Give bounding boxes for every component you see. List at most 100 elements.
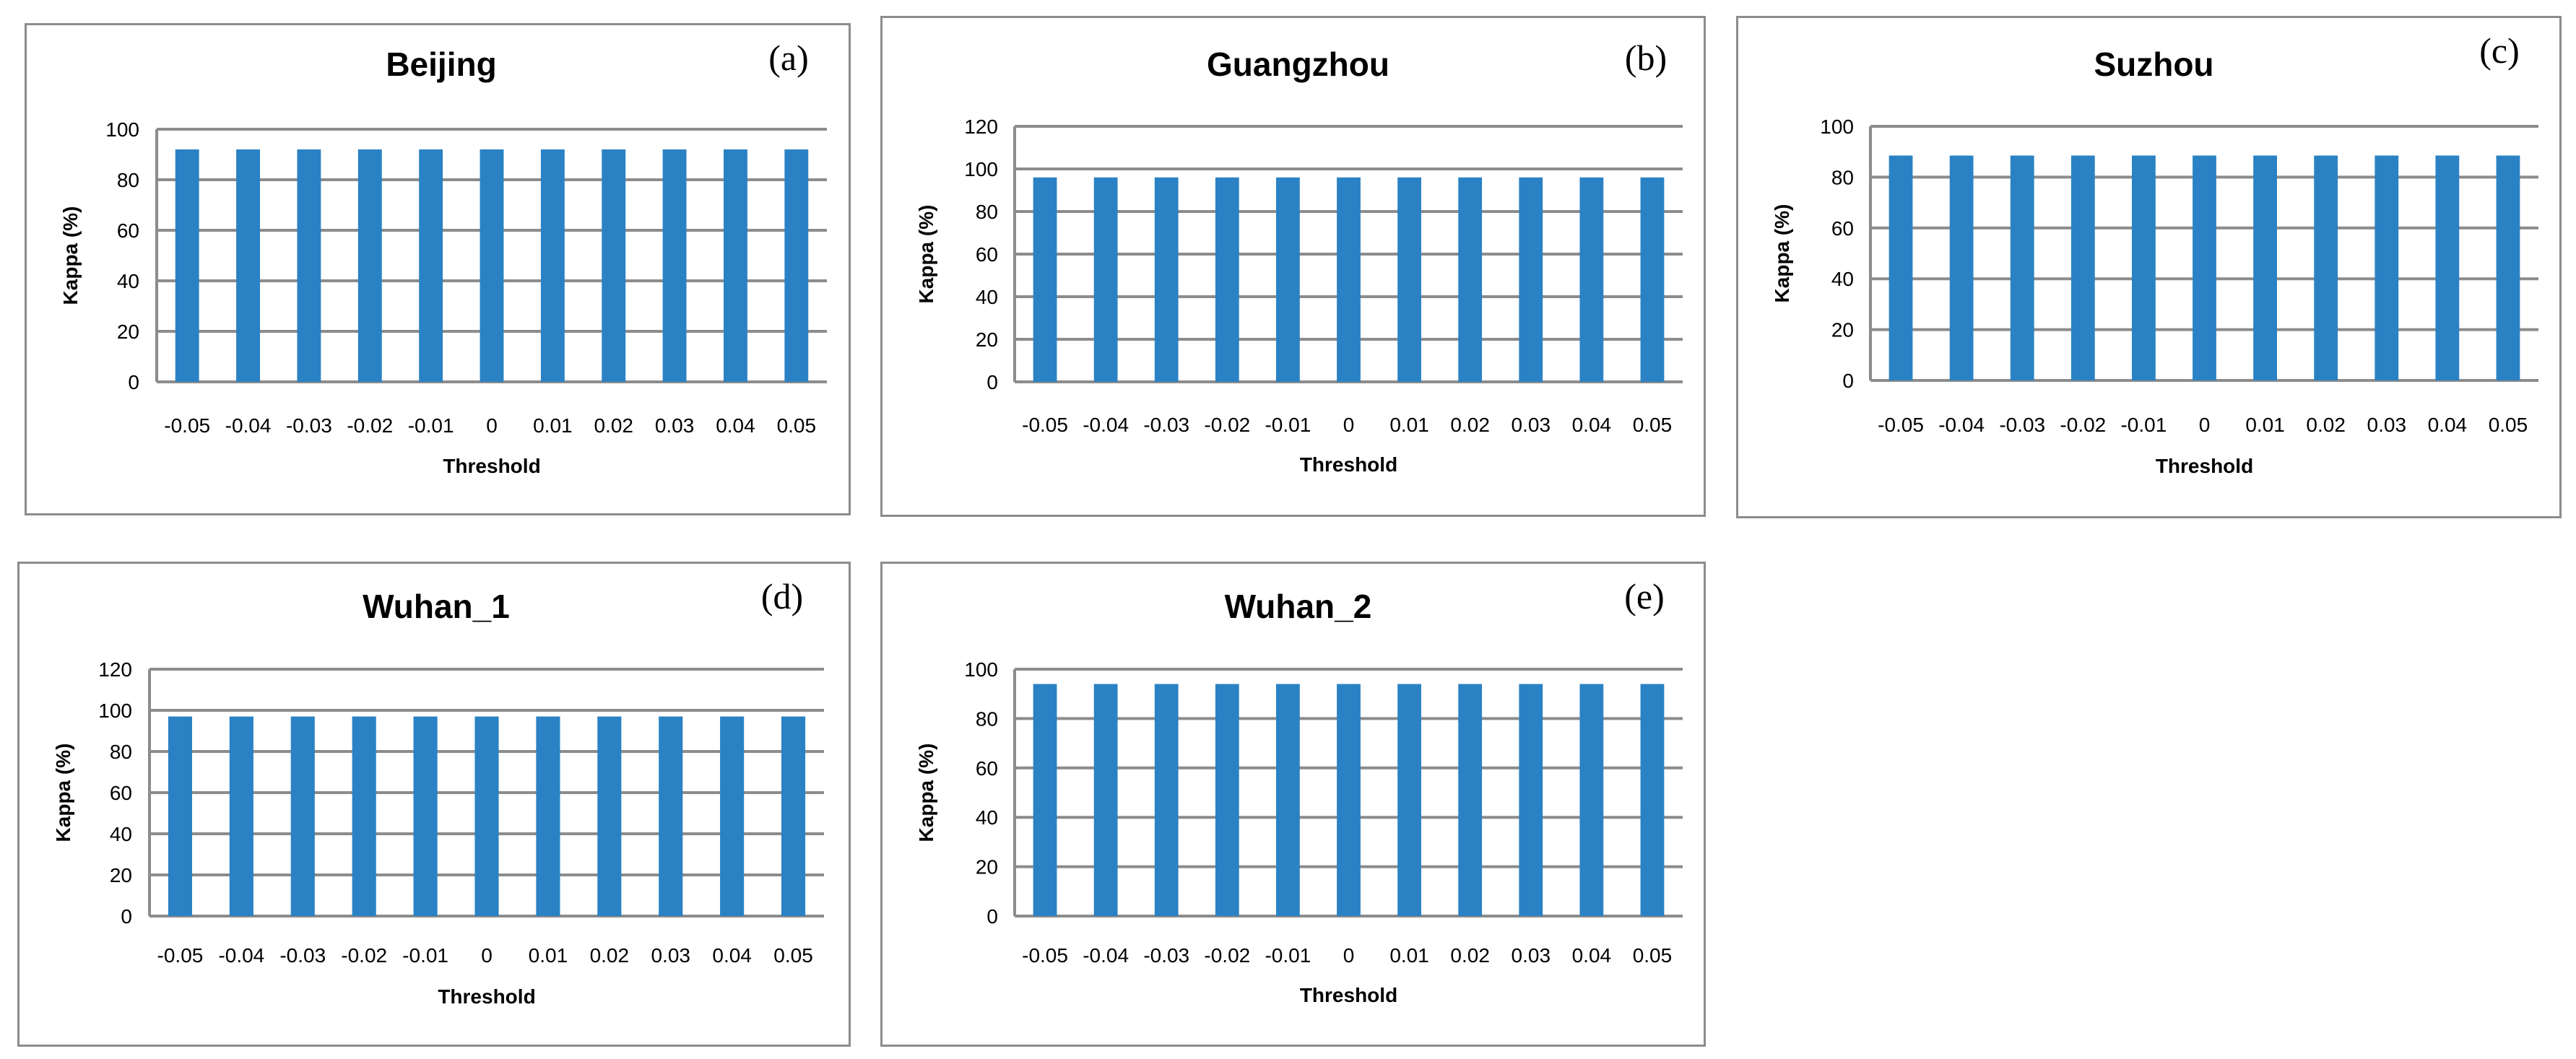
y-tick-label: 40 — [117, 270, 139, 292]
x-tick-label: -0.01 — [1265, 414, 1311, 436]
bar — [419, 149, 443, 382]
bar — [1337, 177, 1361, 383]
x-tick-label: -0.03 — [1143, 414, 1189, 436]
y-tick-label: 80 — [110, 741, 132, 763]
bar — [352, 716, 376, 916]
bar — [1640, 684, 1665, 916]
x-tick-label: -0.01 — [1265, 944, 1311, 967]
x-tick-label: -0.05 — [157, 944, 204, 967]
chart-panel-wuhan-1: Wuhan_1 (d) 0 20 40 60 80 100 120 -0.05 -0.04 -0.03… — [17, 562, 851, 1047]
x-tick-label: -0.04 — [1083, 944, 1129, 967]
bar — [229, 716, 253, 916]
bar — [602, 149, 626, 382]
x-tick-label: 0 — [2199, 414, 2211, 436]
x-tick-label: 0.05 — [773, 944, 813, 967]
chart-panel-suzhou: Suzhou (c) 0 20 40 60 80 100 -0.05 -0.04 -0.03 -0.0… — [1736, 16, 2562, 518]
bar — [1215, 684, 1239, 916]
x-tick-label: -0.01 — [2120, 414, 2167, 436]
x-tick-label: 0.05 — [1633, 414, 1673, 436]
x-tick-label: 0.04 — [2428, 414, 2468, 436]
x-axis-label: Threshold — [1300, 453, 1397, 476]
bar — [1033, 177, 1057, 383]
x-tick-label: 0 — [486, 414, 498, 437]
y-tick-label: 20 — [110, 864, 132, 886]
y-tick-label: 60 — [110, 782, 132, 804]
x-tick-label: 0.04 — [716, 414, 755, 437]
chart-panel-guangzhou: Guangzhou (b) 0 20 40 60 80 100 120 -0.05 -0.04 -0.… — [880, 16, 1706, 517]
y-tick-label: 0 — [1842, 370, 1854, 392]
x-tick-label: -0.01 — [402, 944, 448, 967]
bar — [1640, 177, 1665, 383]
bar — [720, 716, 745, 916]
panel-label: (a) — [768, 38, 809, 78]
chart-svg-guangzhou: Guangzhou (b) 0 20 40 60 80 100 120 -0.05 -0.04 -0.… — [915, 38, 1683, 476]
x-tick-label: -0.04 — [218, 944, 264, 967]
chart-title: Suzhou — [2094, 45, 2213, 83]
y-tick-label: 0 — [986, 905, 998, 928]
bar — [1337, 684, 1361, 916]
x-tick-label: 0.03 — [651, 944, 690, 967]
y-tick-label: 80 — [976, 707, 998, 730]
x-tick-label: -0.03 — [1999, 414, 2045, 436]
bar — [1579, 177, 1604, 383]
bar — [2132, 155, 2156, 381]
y-tick-label: 100 — [105, 118, 139, 141]
x-tick-label: 0.01 — [1389, 944, 1429, 967]
y-tick-label: 100 — [964, 658, 998, 681]
x-axis-label: Threshold — [438, 985, 535, 1008]
x-tick-label: -0.01 — [408, 414, 454, 437]
bar — [1215, 177, 1239, 383]
bar — [1033, 684, 1057, 916]
chart-title: Guangzhou — [1207, 45, 1389, 83]
bar — [662, 149, 687, 382]
chart-svg-suzhou: Suzhou (c) 0 20 40 60 80 100 -0.05 -0.04 -0.03 -0.0… — [1771, 30, 2538, 477]
x-tick-label: -0.05 — [164, 414, 210, 437]
y-axis-label: Kappa (%) — [59, 206, 82, 305]
bar — [2010, 155, 2034, 381]
bar — [1519, 177, 1543, 383]
x-tick-label: 0.02 — [1450, 944, 1490, 967]
y-tick-label: 40 — [110, 823, 132, 845]
y-tick-label: 80 — [117, 169, 139, 191]
x-tick-label: -0.05 — [1878, 414, 1924, 436]
y-tick-label: 20 — [1831, 319, 1854, 341]
bar — [1458, 684, 1483, 916]
y-axis-label: Kappa (%) — [1771, 204, 1793, 303]
y-tick-label: 80 — [976, 201, 998, 223]
chart-svg-beijing: Beijing (a) 0 20 40 60 80 100 -0.05 -0.04 -0.03 -0.… — [59, 38, 827, 477]
bar — [2193, 155, 2216, 381]
x-axis-label: Threshold — [443, 455, 540, 477]
y-axis-label: Kappa (%) — [915, 744, 937, 842]
x-tick-label: 0.01 — [1389, 414, 1429, 436]
chart-title: Wuhan_1 — [363, 588, 510, 625]
y-tick-label: 40 — [976, 286, 998, 308]
bar — [540, 149, 565, 382]
panel-label: (c) — [2479, 30, 2520, 71]
y-tick-label: 60 — [117, 219, 139, 242]
y-tick-label: 80 — [1831, 166, 1854, 188]
bar — [1519, 684, 1543, 916]
bar — [357, 149, 382, 382]
x-tick-label: 0 — [481, 944, 493, 967]
y-tick-label: 0 — [986, 371, 998, 393]
chart-title: Wuhan_2 — [1225, 588, 1372, 625]
bar — [1093, 177, 1118, 383]
chart-panel-wuhan-2: Wuhan_2 (e) 0 20 40 60 80 100 -0.05 -0.04 -0.03 -0.… — [880, 562, 1706, 1047]
x-tick-label: 0.05 — [2489, 414, 2528, 436]
bar — [1154, 684, 1179, 916]
x-axis-label: Threshold — [1300, 984, 1397, 1006]
y-axis-label: Kappa (%) — [52, 744, 74, 842]
panel-label: (b) — [1625, 38, 1667, 78]
bar — [724, 149, 747, 382]
bar — [175, 149, 199, 382]
x-tick-label: -0.02 — [1204, 944, 1250, 967]
x-axis-label: Threshold — [2156, 455, 2253, 477]
y-tick-label: 60 — [1831, 217, 1854, 240]
bar — [1397, 684, 1421, 916]
bar — [1888, 155, 1913, 381]
x-tick-label: 0.01 — [533, 414, 573, 437]
x-tick-label: 0.04 — [712, 944, 752, 967]
x-tick-label: -0.02 — [2060, 414, 2106, 436]
panel-label: (e) — [1624, 576, 1665, 616]
y-tick-label: 40 — [976, 806, 998, 829]
